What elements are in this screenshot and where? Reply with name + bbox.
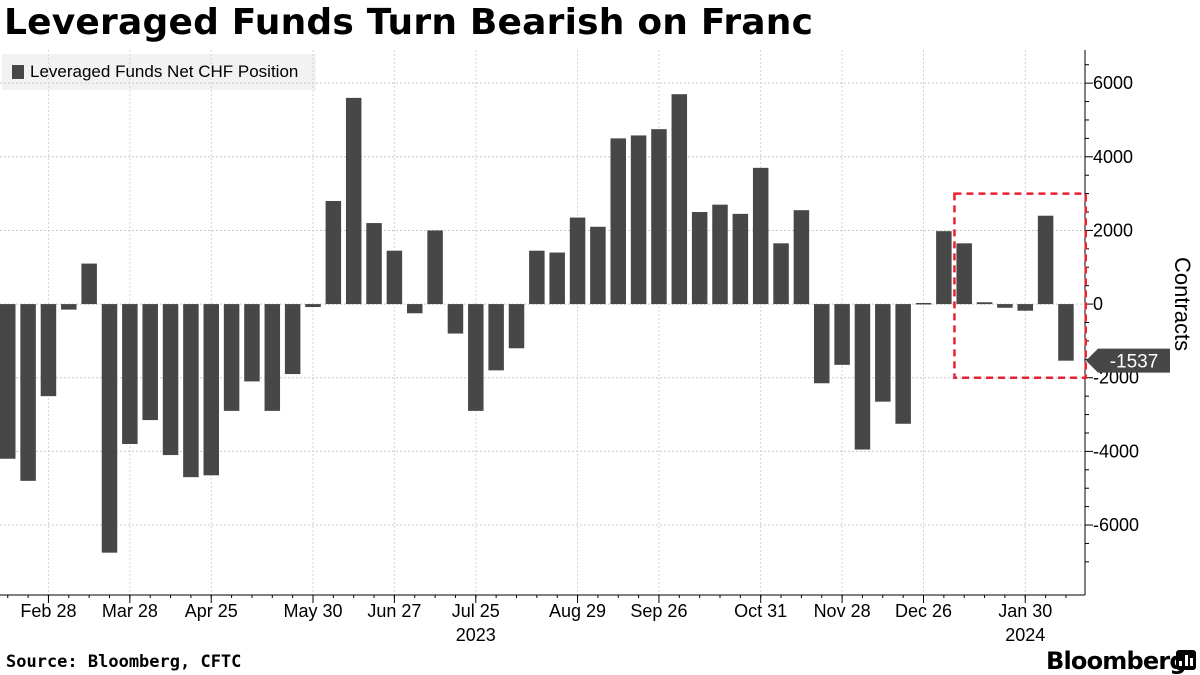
x-tick-label: Mar 28 [102, 601, 158, 621]
x-tick-label: May 30 [283, 601, 342, 621]
bar [284, 304, 301, 375]
bar [142, 304, 158, 421]
bar [1017, 304, 1033, 311]
bar [1037, 215, 1054, 305]
x-year-label: 2024 [1005, 625, 1045, 645]
bar [101, 304, 118, 553]
bar [590, 226, 606, 305]
bar [427, 230, 443, 305]
y-axis-title: Contracts [1170, 257, 1195, 351]
source-note: Source: Bloomberg, CFTC [6, 652, 242, 672]
bar [732, 213, 749, 305]
bar [386, 250, 403, 305]
bar [997, 304, 1013, 308]
bar [549, 252, 565, 305]
x-year-label: 2023 [456, 625, 496, 645]
bar [244, 304, 260, 382]
bar [305, 304, 321, 308]
bar [468, 304, 484, 411]
y-tick-label: 6000 [1093, 73, 1133, 93]
bar [610, 138, 626, 305]
bar [875, 304, 891, 402]
bar [81, 263, 97, 305]
x-tick-label: Dec 26 [895, 601, 952, 621]
legend-swatch [12, 65, 24, 79]
x-tick-label: Aug 29 [549, 601, 606, 621]
bar [671, 94, 688, 305]
bar [223, 304, 240, 411]
bar [895, 304, 911, 424]
x-tick-label: Jul 25 [452, 601, 500, 621]
grid-lines [0, 50, 1085, 595]
bar [0, 304, 16, 459]
bar [834, 304, 850, 365]
legend-label: Leveraged Funds Net CHF Position [30, 62, 299, 81]
x-tick-label: Oct 31 [734, 601, 787, 621]
bar [183, 304, 199, 478]
bar [814, 304, 830, 384]
highlight-rect [953, 192, 1087, 379]
chart-title: Leveraged Funds Turn Bearish on Franc [4, 2, 814, 43]
bar [122, 304, 138, 445]
bar [630, 135, 647, 305]
x-tick-label: Sep 26 [630, 601, 687, 621]
bar [712, 204, 728, 305]
bar [61, 304, 77, 310]
bar [264, 304, 281, 411]
bar [203, 304, 219, 476]
x-tick-label: Apr 25 [185, 601, 238, 621]
bar [40, 304, 57, 397]
bar [1058, 304, 1074, 361]
bar [569, 217, 586, 305]
bar [366, 223, 382, 305]
bars [0, 94, 1074, 553]
bar [407, 304, 423, 314]
bar [508, 304, 525, 349]
y-tick-label: -6000 [1093, 515, 1139, 535]
last-value-label: -1537 [1110, 352, 1159, 373]
last-value-callout [1086, 348, 1170, 373]
bar [752, 167, 769, 305]
bar [651, 129, 667, 305]
bar [773, 243, 789, 305]
bar [976, 302, 993, 305]
y-tick-label: -2000 [1093, 368, 1139, 388]
y-tick-label: -4000 [1093, 441, 1139, 461]
x-tick-label: Nov 28 [814, 601, 871, 621]
bar-chart-icon [1176, 650, 1196, 670]
bar [915, 302, 932, 305]
bar [20, 304, 36, 481]
y-tick-label: 4000 [1093, 147, 1133, 167]
bar [793, 210, 810, 305]
bar [529, 250, 545, 305]
x-tick-label: Feb 28 [20, 601, 76, 621]
highlight-box [953, 192, 1087, 379]
x-tick-label: Jun 27 [367, 601, 421, 621]
bar [345, 97, 362, 305]
legend: Leveraged Funds Net CHF Position [2, 54, 316, 90]
brand-logo: Bloomberg [1046, 647, 1187, 675]
bar [325, 200, 342, 305]
bar [936, 231, 952, 305]
y-tick-label: 0 [1093, 294, 1103, 314]
bar [691, 212, 708, 305]
bar [447, 304, 464, 334]
axes: 6000 4000 2000 0 -2000 -4000 -6000 Feb 28 Mar 28… [0, 50, 1195, 645]
bar [162, 304, 179, 456]
bar [488, 304, 504, 371]
x-tick-label: Jan 30 [998, 601, 1052, 621]
y-tick-label: 2000 [1093, 220, 1133, 240]
bar [956, 243, 972, 305]
bar [854, 304, 871, 450]
